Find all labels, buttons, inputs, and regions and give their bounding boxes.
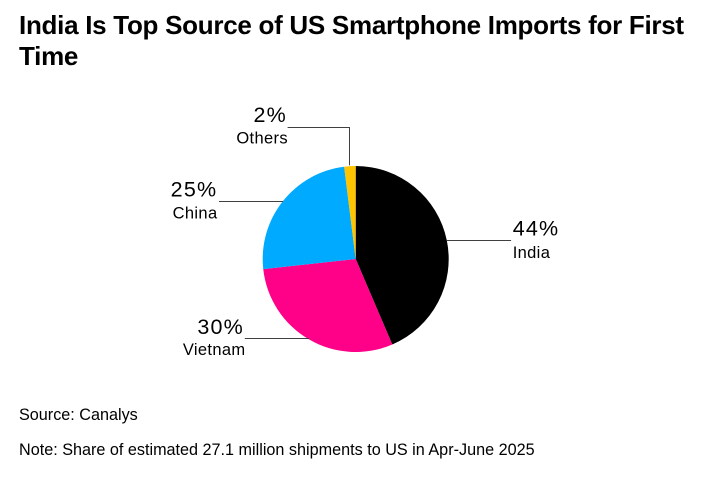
svg-text:2%: 2%: [254, 103, 287, 127]
svg-text:India: India: [513, 244, 551, 262]
svg-text:44%: 44%: [513, 217, 560, 241]
svg-text:Others: Others: [236, 130, 288, 148]
svg-text:China: China: [173, 204, 218, 222]
svg-text:30%: 30%: [197, 315, 244, 339]
svg-text:Vietnam: Vietnam: [183, 341, 246, 359]
svg-text:25%: 25%: [171, 178, 218, 202]
